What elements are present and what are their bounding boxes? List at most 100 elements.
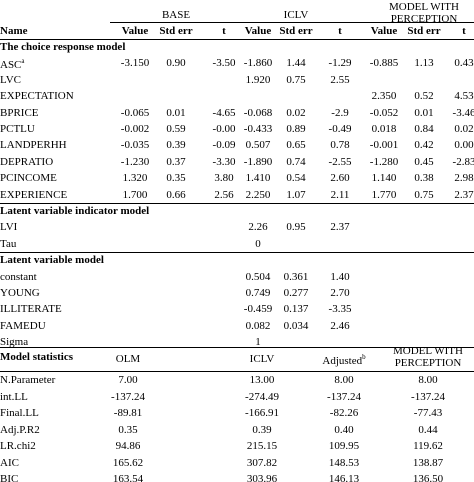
- cell: 119.62: [413, 440, 443, 452]
- cell: 1.13: [414, 57, 434, 70]
- row-name: AIC: [0, 456, 19, 469]
- cell: -0.433: [243, 123, 273, 135]
- cell: 0.66: [166, 188, 186, 201]
- row-name: LR.chi2: [0, 440, 36, 452]
- cell: 215.15: [246, 440, 278, 452]
- cell: 0.45: [414, 155, 434, 168]
- column-header: ICLV: [249, 353, 275, 365]
- cell: 0: [255, 237, 261, 250]
- cell: -0.459: [243, 303, 273, 316]
- rule: [0, 371, 474, 372]
- cell: -0.001: [369, 139, 399, 152]
- cell: -1.280: [369, 155, 399, 168]
- cell: 2.37: [454, 188, 474, 201]
- rule: [110, 22, 474, 23]
- group-header: BASE: [161, 9, 191, 21]
- cell: 1.700: [122, 188, 148, 201]
- row-name: EXPERIENCE: [0, 188, 68, 201]
- row-name: constant: [0, 270, 37, 283]
- cell: -89.81: [113, 407, 143, 419]
- cell: 0.84: [414, 123, 434, 135]
- cell: 1.770: [371, 188, 397, 201]
- cell: -137.24: [411, 390, 445, 403]
- column-header: MODEL WITH PERCEPTION: [393, 345, 463, 369]
- column-header: OLM: [115, 353, 141, 365]
- cell: -82.26: [329, 407, 359, 419]
- cell: -137.24: [111, 390, 145, 403]
- column-header: t: [338, 25, 342, 37]
- cell: 94.86: [115, 440, 141, 452]
- cell: 0.35: [118, 423, 138, 436]
- column-header: Adjustedb: [322, 353, 366, 367]
- cell: -0.002: [120, 123, 150, 135]
- rule: [0, 347, 474, 348]
- cell: 0.137: [283, 303, 309, 316]
- cell: -274.49: [245, 390, 279, 403]
- cell: 2.26: [248, 221, 268, 234]
- cell: 1.40: [330, 270, 350, 283]
- column-header: Std err: [407, 25, 441, 37]
- cell: -0.065: [120, 106, 150, 119]
- row-name: BPRICE: [0, 106, 39, 119]
- cell: 136.50: [412, 473, 444, 482]
- cell: -0.49: [328, 123, 352, 135]
- cell: -3.150: [120, 57, 150, 70]
- cell: 0.43: [454, 57, 474, 70]
- cell: 0.749: [245, 287, 271, 299]
- row-name: Final.LL: [0, 407, 39, 419]
- cell: 1: [255, 336, 261, 349]
- cell: 0.01: [166, 106, 186, 119]
- column-header: t: [462, 25, 466, 37]
- cell: 0.42: [414, 139, 434, 152]
- cell: 2.56: [214, 188, 234, 201]
- column-header: Std err: [279, 25, 313, 37]
- cell: 0.018: [371, 123, 397, 135]
- cell: 0.361: [283, 270, 309, 283]
- cell: -1.860: [243, 57, 273, 70]
- cell: -3.30: [212, 155, 236, 168]
- cell: 7.00: [118, 374, 138, 386]
- cell: 0.39: [166, 139, 186, 152]
- column-header: Value: [370, 25, 398, 37]
- column-header: Name: [0, 25, 28, 37]
- cell: 0.504: [245, 270, 271, 283]
- cell: 0.89: [286, 123, 306, 135]
- rule: [0, 252, 474, 254]
- cell: 2.55: [330, 73, 350, 86]
- row-name: ILLITERATE: [0, 303, 62, 316]
- cell: 0.40: [334, 423, 354, 436]
- cell: 303.96: [246, 473, 278, 482]
- row-name: BIC: [0, 473, 19, 482]
- cell: -0.035: [120, 139, 150, 152]
- cell: 0.082: [245, 319, 271, 332]
- cell: -3.35: [328, 303, 352, 316]
- row-name: Adj.P.R2: [0, 423, 40, 436]
- column-header: Value: [244, 25, 272, 37]
- row-name: Tau: [0, 237, 17, 250]
- cell: 165.62: [112, 456, 144, 469]
- row-name: DEPRATIO: [0, 155, 54, 168]
- footnote-mark: a: [21, 57, 25, 66]
- cell: -3.50: [212, 57, 236, 70]
- cell: 0.02: [454, 123, 474, 135]
- cell: -2.9: [331, 106, 349, 119]
- cell: 163.54: [112, 473, 144, 482]
- row-name: LVI: [0, 221, 18, 234]
- row-name: LVC: [0, 73, 21, 86]
- cell: 2.250: [245, 188, 271, 201]
- cell: 109.95: [328, 440, 360, 452]
- section-title: Latent variable model: [0, 254, 104, 267]
- cell: -3.46: [452, 106, 474, 119]
- cell: 0.02: [286, 106, 306, 119]
- cell: 8.00: [418, 374, 438, 386]
- row-name: EXPECTATION: [0, 90, 74, 103]
- cell: 0.75: [414, 188, 434, 201]
- row-name: ASCa: [0, 57, 25, 72]
- cell: 307.82: [246, 456, 278, 469]
- cell: 0.54: [286, 172, 306, 185]
- cell: 138.87: [412, 456, 444, 469]
- cell: 0.01: [414, 106, 434, 119]
- cell: 0.65: [286, 139, 306, 152]
- cell: 0.74: [286, 155, 306, 168]
